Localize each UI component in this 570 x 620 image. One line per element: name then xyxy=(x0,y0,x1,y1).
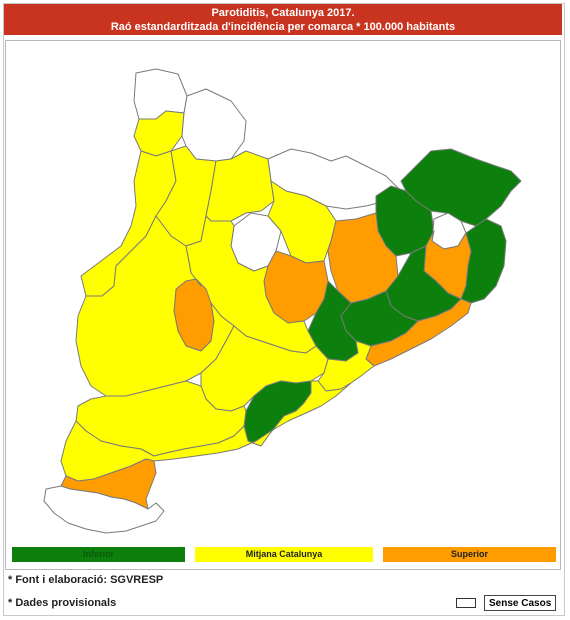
region-alt-urgell xyxy=(205,150,275,222)
legend-superior-label: Superior xyxy=(450,549,488,559)
legend-mitjana: Mitjana Catalunya xyxy=(195,547,373,562)
legend-inferior-label: Inferior xyxy=(82,549,114,559)
map-panel xyxy=(5,40,561,570)
legend-mitjana-label: Mitjana Catalunya xyxy=(245,549,323,559)
legend-sense-casos-label: Sense Casos xyxy=(484,595,557,611)
page-subtitle: Raó estandarditzada d'incidència per com… xyxy=(110,21,456,33)
region-maresme-coast xyxy=(365,298,472,367)
region-montsia xyxy=(43,485,165,534)
region-north-west-top xyxy=(133,110,185,157)
note-provisional: * Dades provisionals xyxy=(8,597,117,609)
region-baix-emporda xyxy=(460,218,507,304)
note-font: * Font i elaboració: SGVRESP xyxy=(8,574,164,586)
legend-inferior: Inferior xyxy=(12,547,185,562)
page-title: Parotiditis, Catalunya 2017. xyxy=(211,7,355,19)
region-val-aran xyxy=(133,68,188,120)
region-pallars-north xyxy=(181,88,247,162)
legend-superior: Superior xyxy=(383,547,556,562)
catalunya-map xyxy=(43,68,522,534)
legend-sense-casos-swatch xyxy=(456,598,476,608)
title-bar: Parotiditis, Catalunya 2017. Raó estanda… xyxy=(4,4,562,35)
